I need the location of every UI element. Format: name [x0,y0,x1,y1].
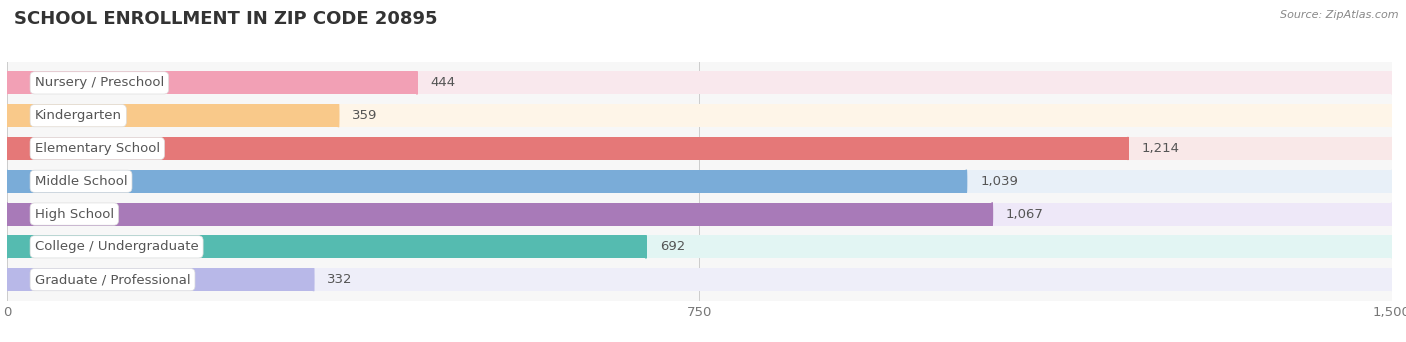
Text: 1,039: 1,039 [980,175,1018,188]
Text: College / Undergraduate: College / Undergraduate [35,240,198,253]
Bar [7,137,1128,160]
Bar [7,235,1392,258]
Bar [7,268,314,291]
Bar [7,104,339,127]
Bar [7,235,645,258]
Text: 444: 444 [430,76,456,89]
Bar [7,71,418,94]
Bar [7,202,1392,225]
Text: Middle School: Middle School [35,175,128,188]
Text: High School: High School [35,208,114,221]
Bar [7,170,966,193]
Bar [7,137,1392,160]
Text: 332: 332 [328,273,353,286]
Text: Nursery / Preschool: Nursery / Preschool [35,76,165,89]
Text: 1,214: 1,214 [1142,142,1180,155]
Bar [7,104,1392,127]
Text: 1,067: 1,067 [1007,208,1043,221]
Text: 692: 692 [659,240,685,253]
Text: Kindergarten: Kindergarten [35,109,122,122]
Text: Source: ZipAtlas.com: Source: ZipAtlas.com [1281,10,1399,20]
Text: SCHOOL ENROLLMENT IN ZIP CODE 20895: SCHOOL ENROLLMENT IN ZIP CODE 20895 [14,10,437,28]
Text: Graduate / Professional: Graduate / Professional [35,273,190,286]
Text: Elementary School: Elementary School [35,142,160,155]
Bar [7,71,1392,94]
Bar [7,268,1392,291]
Bar [7,170,1392,193]
Bar [7,202,993,225]
Text: 359: 359 [353,109,378,122]
